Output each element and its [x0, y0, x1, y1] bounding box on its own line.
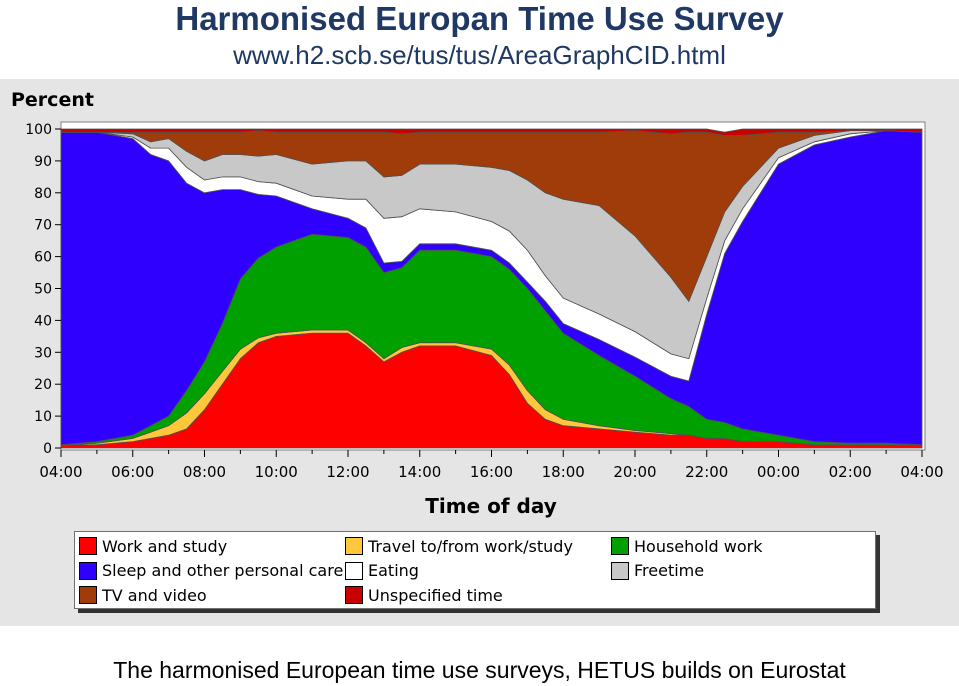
legend-label: Work and study — [102, 536, 228, 556]
legend-swatch — [345, 537, 363, 555]
legend-label: Household work — [634, 536, 763, 556]
legend-item: Household work — [611, 535, 762, 557]
y-tick-label: 80 — [34, 186, 52, 202]
legend-swatch — [79, 586, 97, 604]
legend-item: Eating — [345, 560, 419, 582]
legend-item: Travel to/from work/study — [345, 535, 573, 557]
legend-label: Unspecified time — [368, 585, 503, 605]
legend-item: Unspecified time — [345, 584, 503, 606]
x-tick-label: 18:00 — [542, 463, 585, 481]
area-unspecified-time — [60, 128, 923, 136]
legend-label: Travel to/from work/study — [368, 536, 573, 556]
x-axis-title: Time of day — [425, 494, 557, 518]
x-tick-label: 08:00 — [183, 463, 226, 481]
y-tick-label: 0 — [43, 441, 52, 457]
page-title: Harmonised Europan Time Use Survey — [175, 0, 784, 37]
y-tick-label: 50 — [34, 282, 52, 298]
y-tick-label: 60 — [34, 250, 52, 266]
y-tick-label: 70 — [34, 218, 52, 234]
y-axis-title: Percent — [11, 89, 94, 111]
x-tick-label: 12:00 — [326, 463, 369, 481]
legend-item: TV and video — [79, 584, 207, 606]
x-tick-label: 00:00 — [757, 463, 800, 481]
x-axis: 04:00 06:00 08:00 10:00 12:00 14:00 16:00 18:00… — [39, 450, 944, 481]
x-tick-label: 20:00 — [613, 463, 656, 481]
x-tick-label: 02:00 — [829, 463, 872, 481]
y-axis: 0 10 20 30 40 50 60 70 80 90 100 — [25, 122, 61, 457]
legend-swatch — [611, 561, 629, 580]
legend-label: TV and video — [102, 585, 207, 605]
x-tick-label: 10:00 — [255, 463, 298, 481]
legend-item: Freetime — [611, 560, 704, 582]
legend-item: Sleep and other personal care — [79, 560, 343, 582]
legend-swatch — [345, 561, 363, 580]
y-tick-label: 90 — [34, 154, 52, 170]
legend-item: Work and study — [79, 535, 227, 557]
x-tick-label: 06:00 — [111, 463, 154, 481]
chart-legend: Work and study Sleep and other personal c… — [74, 531, 876, 609]
y-tick-label: 100 — [25, 122, 52, 138]
legend-swatch — [345, 586, 363, 604]
source-url: www.h2.scb.se/tus/tus/AreaGraphCID.html — [233, 40, 726, 70]
legend-swatch — [79, 561, 97, 580]
x-tick-label: 04:00 — [900, 463, 943, 481]
legend-label: Sleep and other personal care — [102, 561, 344, 580]
x-tick-label: 22:00 — [685, 463, 728, 481]
area-series-group — [60, 128, 923, 449]
slide-caption: The harmonised European time use surveys… — [113, 657, 846, 683]
x-tick-label: 04:00 — [39, 463, 82, 481]
area-chart: 0 10 20 30 40 50 60 70 80 90 100 04:00 06:00 08:00 10… — [25, 121, 944, 481]
legend-label: Freetime — [634, 561, 705, 580]
y-tick-label: 20 — [34, 377, 52, 393]
y-tick-label: 30 — [34, 345, 52, 361]
legend-swatch — [79, 537, 97, 555]
y-tick-label: 10 — [34, 409, 52, 425]
x-tick-label: 16:00 — [470, 463, 513, 481]
legend-label: Eating — [368, 561, 419, 580]
x-tick-label: 14:00 — [398, 463, 441, 481]
legend-swatch — [611, 537, 629, 555]
y-tick-label: 40 — [34, 313, 52, 329]
